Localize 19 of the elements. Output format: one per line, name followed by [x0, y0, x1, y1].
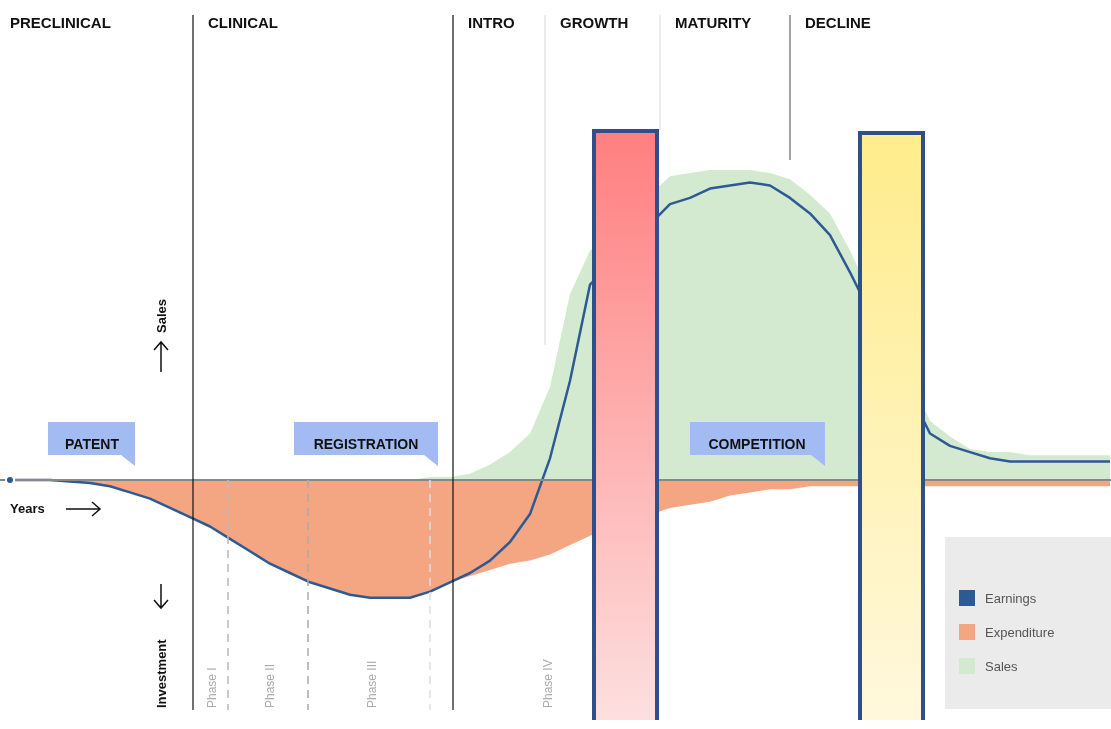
text: INTRO — [468, 14, 515, 31]
text: GROWTH — [560, 14, 629, 31]
annotation: Years — [10, 501, 45, 516]
annotation: Sales — [154, 299, 169, 333]
text: Investment — [154, 638, 169, 708]
text: Phase I — [205, 667, 219, 708]
text: Phase IV — [541, 659, 555, 708]
legend-label: Sales — [985, 658, 1018, 674]
annotation: PATENT — [65, 436, 120, 452]
annotation: REGISTRATION — [313, 436, 419, 452]
text: Phase II — [263, 663, 277, 708]
text: CLINICAL — [208, 14, 278, 31]
annotation: COMPETITION — [708, 436, 806, 452]
text: DECLINE — [805, 14, 871, 31]
text: Phase III — [365, 660, 379, 708]
legend-label: Expenditure — [985, 624, 1055, 640]
text: MATURITY — [675, 14, 752, 31]
text: PRECLINICAL — [10, 14, 111, 31]
legend-label: Earnings — [985, 590, 1037, 606]
